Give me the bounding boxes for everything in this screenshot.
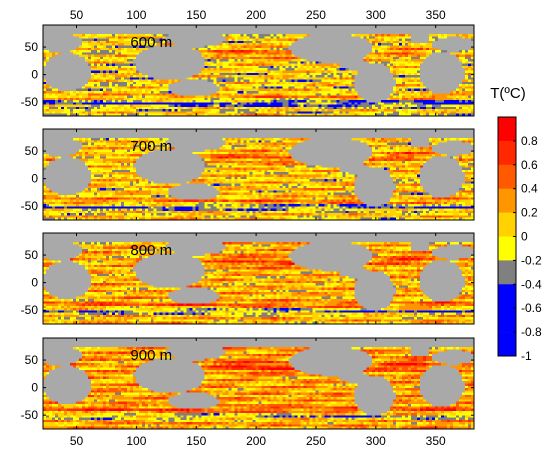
- colorbar-tick-label: -1: [521, 349, 532, 363]
- colorbar-tick-label: -0.6: [521, 301, 542, 315]
- colorbar-tick-label: -0.8: [521, 325, 542, 339]
- colorbar-tick-label: 0.6: [521, 158, 538, 172]
- y-tick-label: -50: [21, 303, 39, 317]
- colorbar-tick-label: -0.4: [521, 277, 542, 291]
- y-tick-label: 0: [31, 172, 38, 186]
- map-panel-600m: 600 m 50 100 150 200 250 300 350 50 0 -50: [21, 8, 475, 116]
- x-tick-label: 100: [126, 434, 146, 448]
- colorbar: T(ºC) 0.8 0.6 0.4 0.2 0 -0.2 -0.4 -0.6 -0.8 -1: [490, 85, 542, 363]
- x-tick-label: 300: [366, 434, 386, 448]
- colorbar-bin: [498, 189, 516, 213]
- colorbar-title: T(ºC): [490, 85, 525, 102]
- y-tick-label: 50: [25, 40, 39, 54]
- x-tick-label: 50: [70, 8, 84, 22]
- colorbar-bin: [498, 141, 516, 165]
- colorbar-tick-label: 0.8: [521, 134, 538, 148]
- x-tick-label: 250: [306, 8, 326, 22]
- heatmap-cells: [43, 129, 474, 220]
- map-panel-800m: 800 m 50 0 -50: [21, 233, 475, 324]
- colorbar-bin: [498, 213, 516, 237]
- colorbar-bin: [498, 237, 516, 261]
- heatmap-cells: [43, 233, 474, 324]
- x-tick-label: 150: [186, 8, 206, 22]
- colorbar-ticks: 0.8 0.6 0.4 0.2 0 -0.2 -0.4 -0.6 -0.8 -1: [513, 134, 542, 363]
- colorbar-bin: [498, 284, 516, 308]
- colorbar-tick-label: 0.2: [521, 206, 538, 220]
- x-tick-label: 250: [306, 434, 326, 448]
- x-tick-label: 300: [366, 8, 386, 22]
- map-panel-900m: 900 m 50 100 150 200 250 300 350 50 0 -50: [21, 338, 475, 448]
- y-tick-label: 0: [31, 381, 38, 395]
- x-tick-label: 150: [186, 434, 206, 448]
- y-tick-label: -50: [21, 408, 39, 422]
- colorbar-bin: [498, 332, 516, 356]
- heatmap-cells: [43, 25, 474, 116]
- depth-label: 900 m: [130, 347, 172, 364]
- map-panel-700m: 700 m 50 0 -50: [21, 129, 475, 220]
- colorbar-bin: [498, 308, 516, 332]
- x-tick-label: 350: [426, 434, 446, 448]
- depth-label: 800 m: [130, 242, 172, 259]
- x-tick-label: 200: [246, 434, 266, 448]
- heatmap-cells: [43, 338, 474, 429]
- colorbar-tick-label: 0.4: [521, 182, 538, 196]
- x-tick-label: 100: [126, 8, 146, 22]
- colorbar-tick-label: -0.2: [521, 253, 542, 267]
- y-tick-label: -50: [21, 95, 39, 109]
- depth-label: 700 m: [130, 138, 172, 155]
- colorbar-bin: [498, 165, 516, 189]
- y-tick-label: -50: [21, 199, 39, 213]
- map-panels: 600 m 50 100 150 200 250 300 350 50 0 -50 700 m 50 0 -…: [21, 8, 475, 448]
- y-tick-label: 50: [25, 353, 39, 367]
- y-tick-label: 0: [31, 276, 38, 290]
- colorbar-bin: [498, 117, 516, 141]
- x-tick-label: 50: [70, 434, 84, 448]
- x-tick-label: 350: [426, 8, 446, 22]
- x-tick-label: 200: [246, 8, 266, 22]
- y-tick-label: 50: [25, 144, 39, 158]
- y-tick-label: 0: [31, 68, 38, 82]
- colorbar-bin: [498, 260, 516, 284]
- y-tick-label: 50: [25, 248, 39, 262]
- colorbar-tick-label: 0: [521, 230, 528, 244]
- depth-label: 600 m: [130, 34, 172, 51]
